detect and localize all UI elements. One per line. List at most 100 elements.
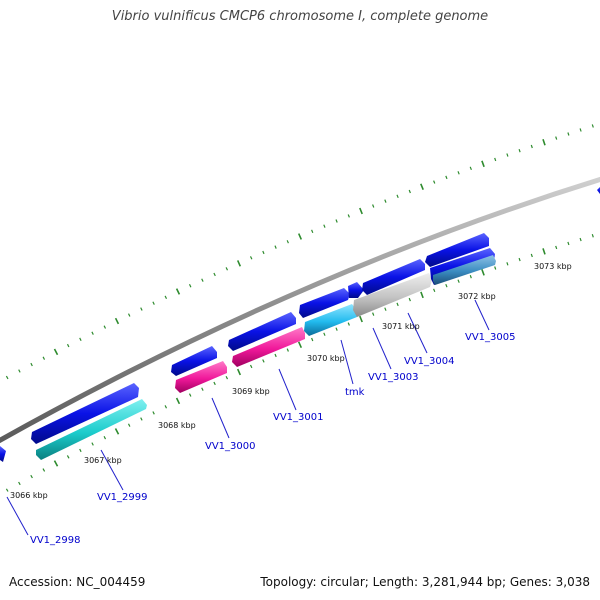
scale-tick: [579, 128, 582, 132]
scale-tick: [506, 262, 509, 266]
scale-tick: [249, 256, 253, 260]
scale-tick: [140, 417, 143, 421]
outer-tick-row: [5, 124, 594, 380]
scale-tick: [274, 245, 277, 249]
scale-tick: [262, 250, 265, 255]
gene-label-vv1-3003[interactable]: VV1_3003: [368, 372, 419, 383]
scale-tick: [555, 136, 558, 140]
scale-tick: [127, 423, 131, 427]
scale-tick: [103, 435, 107, 440]
scale-tick: [323, 224, 326, 228]
gene-vv1-3003[interactable]: [353, 273, 432, 317]
gene-label-vv1-3000[interactable]: VV1_3000: [205, 441, 256, 452]
scale-tick: [274, 353, 277, 358]
genome-summary-text: Topology: circular; Length: 3,281,944 bp…: [260, 575, 590, 589]
scale-tick: [42, 468, 46, 472]
scale-tick: [384, 307, 387, 311]
gene-label-vv1-3004[interactable]: VV1_3004: [404, 356, 455, 367]
gene-vv1-3000[interactable]: [175, 361, 227, 393]
scale-tick: [42, 356, 46, 360]
scale-tick: [91, 331, 94, 335]
scale-label: 3067 kbp: [84, 456, 122, 465]
scale-tick: [506, 153, 509, 157]
scale-tick: [494, 157, 497, 162]
gene-label-vv1-2999[interactable]: VV1_2999: [97, 492, 148, 503]
scale-tick: [175, 397, 181, 405]
scale-tick: [445, 175, 448, 180]
scale-tick: [408, 189, 411, 194]
feature-edge-right[interactable]: [597, 184, 600, 198]
scale-label: 3069 kbp: [232, 387, 270, 396]
scale-tick: [579, 237, 582, 242]
scale-tick: [152, 411, 155, 415]
gene-vv1-3005[interactable]: [433, 255, 496, 285]
feature-edge-left[interactable]: [0, 446, 6, 462]
accession-text: Accession: NC_004459: [9, 575, 146, 589]
scale-tick: [384, 199, 387, 203]
gene-tmk[interactable]: [304, 304, 357, 336]
scale-tick: [420, 291, 424, 299]
scale-tick: [213, 272, 216, 277]
scale-tick: [359, 207, 363, 215]
scale-tick: [481, 269, 485, 276]
scale-tick: [18, 369, 21, 373]
scale-tick: [469, 275, 472, 279]
scale-tick: [249, 364, 253, 369]
scale-tick: [225, 375, 229, 380]
inner-tick-row: [5, 234, 594, 492]
scale-tick: [236, 368, 242, 376]
scale-labels: 3066 kbp 3067 kbp 3068 kbp 3069 kbp 3070…: [10, 262, 572, 500]
scale-tick: [347, 214, 350, 218]
scale-label: 3066 kbp: [10, 491, 48, 500]
gene-label-vv1-3001[interactable]: VV1_3001: [273, 412, 324, 423]
scale-label: 3068 kbp: [158, 421, 196, 430]
scale-tick: [30, 474, 33, 479]
feature-vv1-3005-forward[interactable]: [425, 233, 489, 267]
scale-tick: [188, 393, 192, 397]
scale-label: 3071 kbp: [382, 322, 420, 331]
scale-tick: [127, 313, 131, 317]
scale-tick: [114, 317, 120, 325]
scale-tick: [311, 337, 314, 342]
scale-tick: [481, 160, 485, 168]
scale-tick: [175, 288, 181, 295]
feature-tmk-forward[interactable]: [299, 288, 350, 318]
scale-tick: [591, 124, 594, 128]
scale-tick: [201, 387, 204, 391]
feature-vv1-2999-forward[interactable]: [31, 383, 139, 444]
gene-label-vv1-2998[interactable]: VV1_2998: [30, 535, 81, 546]
scale-tick: [457, 279, 460, 283]
scale-label: 3073 kbp: [534, 262, 572, 271]
scale-tick: [311, 229, 314, 234]
gene-label-vv1-3005[interactable]: VV1_3005: [465, 332, 516, 343]
scale-tick: [164, 295, 168, 300]
scale-tick: [372, 312, 375, 316]
scale-label: 3072 kbp: [458, 292, 496, 301]
feature-vv1-3004-forward[interactable]: [362, 259, 425, 295]
gene-label-tmk[interactable]: tmk: [345, 387, 365, 398]
scale-tick: [518, 149, 521, 153]
scale-tick: [297, 233, 303, 240]
feature-vv1-3003-forward[interactable]: [348, 282, 364, 298]
scale-tick: [530, 253, 533, 258]
map-title: Vibrio vulnificus CMCP6 chromosome I, co…: [111, 9, 489, 24]
scale-tick: [372, 204, 375, 208]
scale-tick: [5, 375, 9, 380]
scale-tick: [359, 315, 363, 323]
scale-tick: [236, 260, 242, 267]
gene-vv1-3001[interactable]: [232, 327, 305, 367]
scale-tick: [542, 138, 546, 146]
scale-tick: [347, 322, 350, 326]
scale-tick: [323, 332, 326, 336]
scale-tick: [79, 448, 82, 453]
feature-vv1-3000-forward[interactable]: [171, 346, 217, 376]
feature-vv1-3001-forward[interactable]: [228, 312, 296, 351]
scale-tick: [201, 278, 204, 282]
scale-tick: [335, 327, 338, 331]
gene-vv1-2999[interactable]: [36, 399, 147, 460]
scale-tick: [457, 171, 460, 175]
scale-tick: [5, 488, 9, 492]
scale-tick: [518, 257, 521, 262]
scale-tick: [114, 428, 120, 435]
scale-tick: [567, 241, 570, 246]
